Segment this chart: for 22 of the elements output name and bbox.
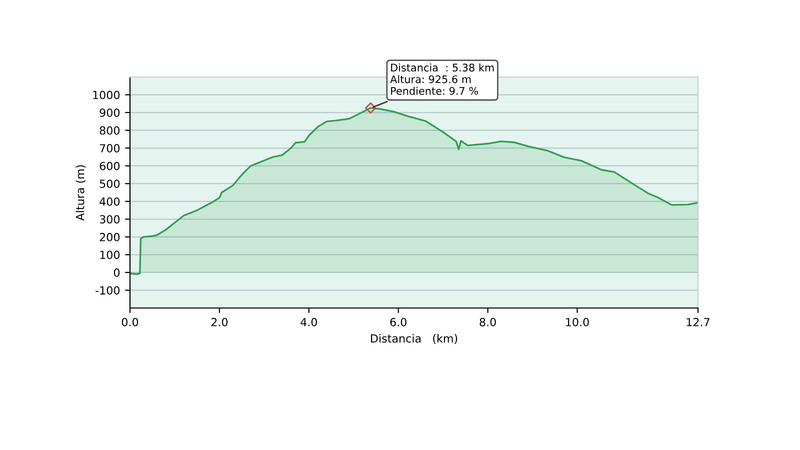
- x-tick-label: 2.0: [211, 318, 228, 326]
- y-tick-label: 500: [100, 180, 120, 188]
- x-tick-label: 0.0: [122, 318, 138, 326]
- y-tick-label: 400: [100, 197, 120, 206]
- y-axis-title: Altura (m): [76, 165, 86, 221]
- y-tick-label: 900: [100, 108, 120, 117]
- x-tick-label: 10.0: [566, 318, 589, 326]
- y-tick-label: 200: [100, 232, 120, 242]
- x-axis-title: Distancia (km): [371, 334, 458, 344]
- y-tick-label: 700: [100, 144, 120, 152]
- x-tick-label: 12.7: [686, 318, 710, 326]
- y-tick-label: -100: [96, 286, 120, 295]
- y-tick-label: 100: [100, 250, 120, 260]
- x-tick-label: 4.0: [300, 318, 317, 326]
- y-tick-label: 300: [100, 215, 120, 224]
- x-tick-label: 8.0: [480, 318, 496, 326]
- y-tick-label: 600: [100, 162, 120, 170]
- y-tick-label: 0: [114, 268, 120, 277]
- annotation: Distancia : 5.38 km Altura: 925.6 m Pendiente: 9.7 %: [390, 63, 494, 95]
- y-tick-label: 800: [100, 126, 120, 135]
- x-tick-label: 6.0: [390, 318, 406, 326]
- y-tick-label: 1000: [93, 90, 120, 100]
